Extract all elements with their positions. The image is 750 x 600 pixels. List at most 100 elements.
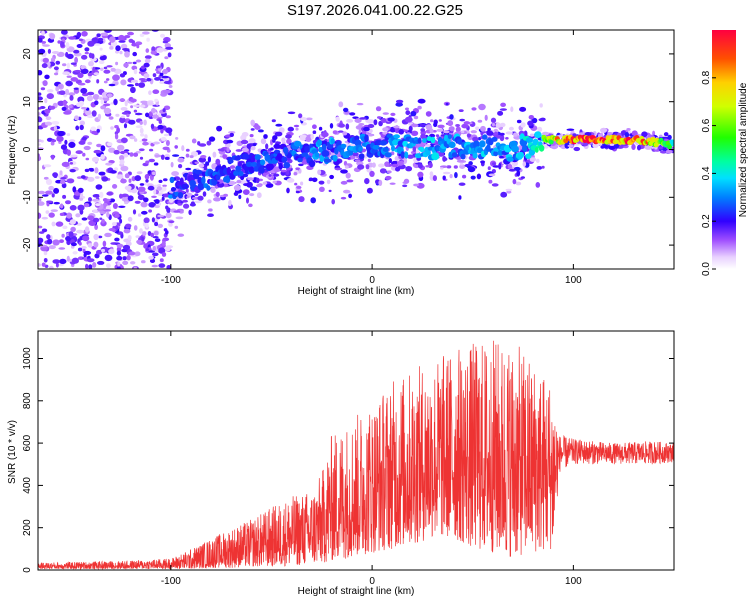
spectrogram-noise-blob	[149, 148, 154, 152]
spectrogram-halo-blob	[311, 177, 318, 183]
spectrogram-noise-blob	[136, 239, 143, 244]
spectrogram-halo-blob	[500, 102, 506, 108]
spectrogram-noise-blob	[51, 51, 60, 54]
spectrogram-halo-blob	[343, 107, 349, 113]
spectrogram-halo-blob	[513, 132, 518, 137]
spectrogram-halo-blob	[425, 144, 431, 147]
spectrogram-ridge-blob	[316, 139, 323, 146]
spectrogram-halo-blob	[624, 132, 630, 138]
spectrogram-halo-blob	[248, 203, 253, 208]
spectrogram-noise-blob	[74, 115, 79, 121]
spectrogram-ridge-blob	[177, 192, 184, 199]
spectrogram-noise-blob	[143, 217, 150, 224]
spectrogram-noise-blob	[99, 191, 104, 199]
spectrogram-noise-blob	[70, 154, 78, 158]
spectrogram-noise-blob	[143, 73, 150, 79]
spectrogram-noise-blob	[81, 31, 88, 37]
spectrogram-halo-blob	[265, 183, 274, 188]
spectrogram-halo-blob	[429, 171, 434, 177]
spectrogram-halo-blob	[425, 111, 432, 117]
spectrogram-noise-blob	[103, 209, 111, 212]
spectrogram-noise-blob	[124, 201, 129, 205]
spectrogram-noise-blob	[77, 187, 84, 193]
spectrogram-noise-blob	[59, 258, 67, 264]
spectrogram-halo-blob	[205, 161, 210, 166]
spectrogram-halo-blob	[505, 137, 509, 140]
spectrogram-noise-blob	[100, 32, 109, 36]
spectrogram-halo-blob	[202, 191, 207, 197]
spectrogram-halo-blob	[340, 180, 348, 185]
spectrogram-halo-blob	[299, 134, 308, 141]
spectrogram-halo-blob	[278, 127, 285, 133]
spectrogram-noise-blob	[88, 61, 94, 67]
spectrogram-noise-blob	[120, 178, 127, 184]
spectrogram-halo-blob	[345, 172, 351, 179]
spectrogram-noise-blob	[79, 120, 86, 126]
spectrogram-halo-blob	[295, 190, 300, 194]
spectrogram-noise-blob	[123, 228, 131, 234]
spectrogram-ridge-blob	[308, 160, 316, 168]
spectrogram-ridge-blob	[358, 153, 365, 160]
spectrogram-ridge-blob	[242, 153, 250, 160]
spectrogram-noise-blob	[68, 104, 73, 109]
spectrogram-halo-blob	[455, 126, 461, 132]
spectrogram-halo-blob	[229, 132, 234, 137]
spectrogram-noise-blob	[86, 258, 95, 263]
spectrogram-halo-blob	[240, 175, 245, 181]
spectrogram-noise-blob	[55, 86, 60, 92]
spectrogram-noise-blob	[88, 52, 93, 59]
spectrogram-noise-blob	[46, 93, 54, 100]
colorbar: 0.0 0.2 0.4 0.6 0.8 Normalized spectral ampl…	[701, 30, 749, 276]
snr-y-ticks: 0 200 400 600 800 1000	[22, 347, 674, 573]
spectrogram-halo-blob	[463, 121, 470, 125]
spectrogram-noise-blob	[108, 228, 116, 232]
spectrogram-halo-blob	[517, 145, 523, 150]
spectrogram-noise-blob	[142, 231, 147, 236]
spectrogram-halo-blob	[359, 117, 367, 120]
spectrogram-halo-blob	[395, 129, 399, 134]
spectrogram-ridge-blob	[297, 157, 303, 163]
spectrogram-noise-blob	[87, 243, 93, 248]
spectrogram-noise-blob	[51, 121, 60, 125]
spectrogram-noise-blob	[124, 51, 130, 58]
spectrogram-halo-blob	[298, 196, 305, 203]
spectrogram-halo-blob	[369, 170, 375, 177]
spectrogram-halo-blob	[185, 148, 190, 152]
spectrogram-noise-blob	[38, 112, 41, 116]
spectrogram-noise-blob	[92, 198, 100, 202]
spectrogram-noise-blob	[154, 154, 163, 158]
spectrogram-ridge-blob	[194, 169, 203, 175]
spectrogram-halo-blob	[178, 164, 183, 169]
spectrogram-noise-blob	[45, 210, 50, 214]
spectrogram-noise-blob	[70, 242, 77, 247]
spectrogram-noise-blob	[122, 244, 131, 250]
spectrogram-ridge-blob	[281, 156, 288, 163]
spectrogram-halo-blob	[417, 105, 422, 110]
spectrogram-noise-blob	[38, 225, 43, 229]
spectrogram-halo-blob	[389, 182, 396, 185]
spectrogram-halo-blob	[505, 131, 513, 135]
spectrogram-noise-blob	[106, 93, 113, 98]
spectrogram-noise-blob	[57, 40, 61, 44]
spectrogram-halo-blob	[419, 123, 426, 127]
spectrogram-halo-blob	[420, 133, 427, 140]
spectrogram-noise-blob	[114, 82, 119, 85]
spectrogram-noise-blob	[121, 137, 128, 144]
spectrogram-noise-blob	[45, 190, 53, 195]
spectrogram-noise-blob	[72, 186, 77, 193]
spectrogram-noise-blob	[86, 114, 94, 119]
spectrogram-halo-blob	[477, 119, 483, 123]
spectrogram-halo-blob	[367, 158, 371, 163]
spectrogram-halo-blob	[508, 126, 514, 131]
spectrogram-noise-blob	[159, 258, 164, 263]
spectrogram-halo-blob	[466, 133, 471, 138]
spectrogram-noise-blob	[140, 104, 146, 108]
spectrogram-noise-blob	[133, 266, 138, 269]
spectrogram-noise-blob	[154, 238, 161, 243]
spectrogram-noise-blob	[151, 217, 155, 223]
spectrogram-noise-blob	[168, 222, 173, 227]
spectrogram-noise-blob	[98, 171, 106, 176]
spectrogram-halo-blob	[507, 164, 513, 169]
spectrogram-halo-blob	[462, 174, 467, 179]
spectrogram-noise-blob	[93, 149, 102, 154]
